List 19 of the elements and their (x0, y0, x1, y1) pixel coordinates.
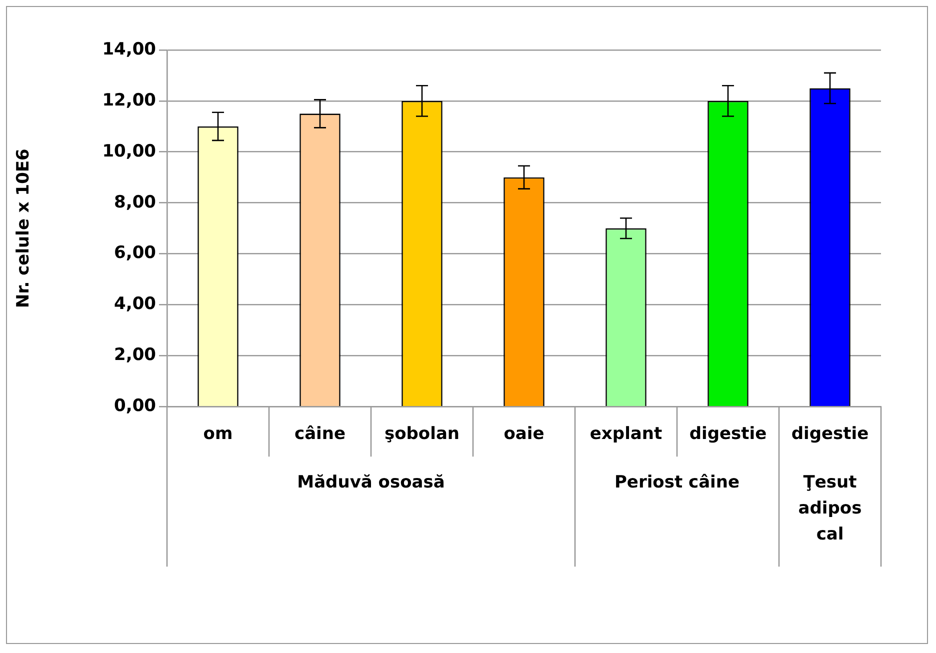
x-tick-label: câine (294, 424, 346, 444)
y-tick-label: 12,00 (102, 90, 156, 110)
x-tick-label: om (203, 424, 233, 444)
y-tick-label: 4,00 (114, 294, 156, 314)
y-axis-title: Nr. celule x 10E6 (14, 148, 34, 308)
y-tick-label: 10,00 (102, 141, 156, 162)
x-tick-label: digestie (791, 424, 869, 444)
x-tick-label: oaie (504, 424, 544, 444)
x-tick-label: explant (590, 424, 662, 444)
y-tick-label: 6,00 (114, 243, 156, 264)
x-tick-label: şobolan (384, 424, 460, 444)
y-tick-label: 0,00 (114, 396, 156, 416)
text: Măduvă osoasă (297, 472, 445, 493)
x-tick-label: digestie (689, 424, 767, 444)
y-tick-label: 8,00 (114, 192, 156, 212)
text: Ţesut adipos cal (798, 472, 862, 545)
y-tick-label: 2,00 (114, 345, 156, 366)
y-tick-label: 14,00 (102, 39, 156, 60)
text: Periost câine (614, 472, 740, 493)
